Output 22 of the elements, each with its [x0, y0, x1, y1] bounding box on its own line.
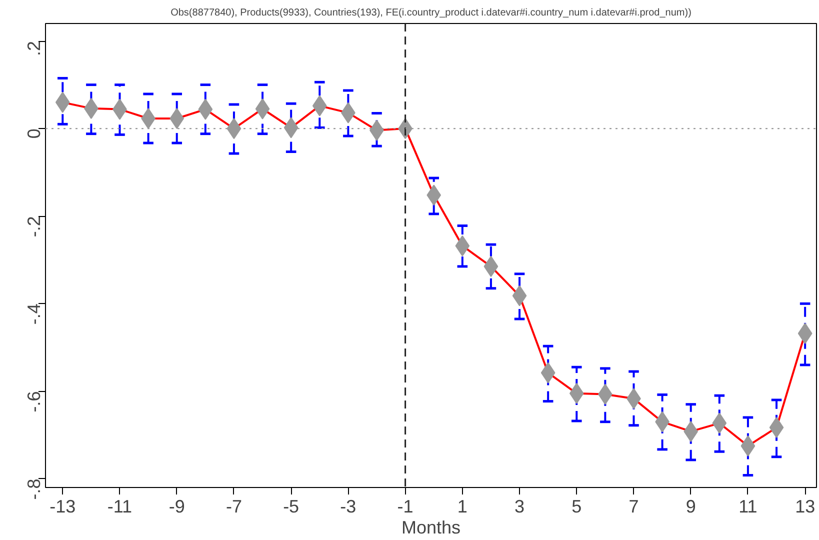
x-tick-label: -5 — [283, 496, 300, 516]
x-tick-label: -13 — [50, 496, 76, 516]
y-tick-label: -.8 — [24, 478, 44, 500]
x-tick-label: 3 — [514, 496, 525, 516]
x-tick-label: 5 — [572, 496, 582, 516]
chart-title: Obs(8877840), Products(9933), Countries(193), FE(i.country_product i.datevar#i.country_num i.datevar#i.prod_num)) — [170, 8, 692, 18]
x-tick-label: 9 — [686, 496, 696, 516]
x-tick-label: -7 — [226, 496, 242, 516]
x-tick-label: 13 — [795, 496, 816, 516]
y-tick-label: -.4 — [24, 304, 44, 325]
x-tick-label: -9 — [168, 496, 185, 516]
y-tick-label: 0 — [24, 128, 44, 139]
y-tick-label: -.6 — [24, 391, 44, 412]
x-tick-label: 7 — [628, 496, 639, 516]
x-tick-label: 11 — [738, 496, 758, 516]
x-tick-label: -1 — [397, 496, 414, 516]
x-axis-title: Months — [401, 518, 461, 538]
y-tick-label: -.2 — [24, 216, 44, 238]
x-tick-label: 1 — [457, 496, 468, 516]
x-tick-label: -11 — [107, 496, 132, 516]
x-tick-label: -3 — [340, 496, 356, 516]
y-tick-label: .2 — [24, 41, 44, 56]
